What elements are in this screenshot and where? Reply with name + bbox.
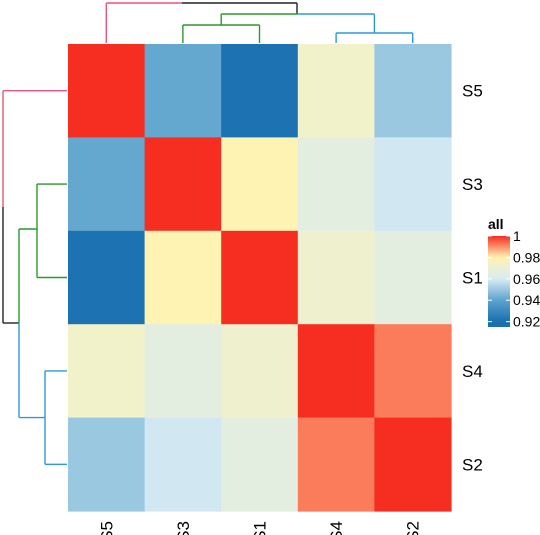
heatmap-cell-S4-S4 [297,324,375,419]
heatmap-cell-S3-S1 [221,137,299,232]
column-dendrogram [105,2,414,43]
heatmap-cell-S1-S2 [374,230,452,325]
legend-tick-label: 0.94 [513,292,540,308]
heatmap-cell-S1-S1 [221,230,299,325]
heatmap-cell-S2-S1 [221,417,299,512]
heatmap-cell-S1-S4 [297,230,375,325]
column-label: S2 [404,521,423,535]
row-label: S3 [462,175,483,194]
heatmap-cell-S3-S5 [68,137,146,232]
row-label: S5 [462,82,483,101]
heatmap-cell-S4-S3 [144,324,222,419]
heatmap-cell-S4-S1 [221,324,299,419]
heatmap-cell-S5-S4 [297,44,375,138]
column-label: S3 [174,521,193,535]
heatmap-cells [68,44,452,512]
row-labels: S5 S3 S1 S4 S2 [462,82,483,475]
legend-color-bar [488,236,510,327]
row-label: S2 [462,455,483,474]
heatmap-cell-S5-S5 [68,44,146,138]
column-labels: S5 S3 S1 S4 S2 [97,521,422,535]
row-dendrogram [2,89,67,465]
heatmap-cell-S2-S3 [144,417,222,512]
heatmap-cell-S2-S2 [374,417,452,512]
heatmap-cell-S1-S5 [68,230,146,325]
column-label: S4 [327,521,346,535]
heatmap-cell-S5-S2 [374,44,452,138]
heatmap-cell-S2-S5 [68,417,146,512]
color-legend: all 1 0.98 0.96 0.94 0.92 [488,216,540,330]
legend-tick-label: 0.92 [513,314,540,330]
heatmap-cell-S5-S3 [144,44,222,138]
heatmap-cell-S4-S2 [374,324,452,419]
column-label: S5 [97,521,116,535]
column-label: S1 [251,521,270,535]
heatmap-cell-S1-S3 [144,230,222,325]
legend-tick-label: 0.98 [513,249,540,265]
legend-title: all [488,216,504,232]
row-label: S1 [462,269,483,288]
heatmap-cell-S4-S5 [68,324,146,419]
legend-tick-label: 0.96 [513,271,540,287]
heatmap-cell-S3-S3 [144,137,222,232]
heatmap-cell-S5-S1 [221,44,299,138]
heatmap-cell-S3-S2 [374,137,452,232]
row-label: S4 [462,362,483,381]
heatmap-cell-S3-S4 [297,137,375,232]
heatmap-cell-S2-S4 [297,417,375,512]
legend-tick-label: 1 [513,228,521,244]
